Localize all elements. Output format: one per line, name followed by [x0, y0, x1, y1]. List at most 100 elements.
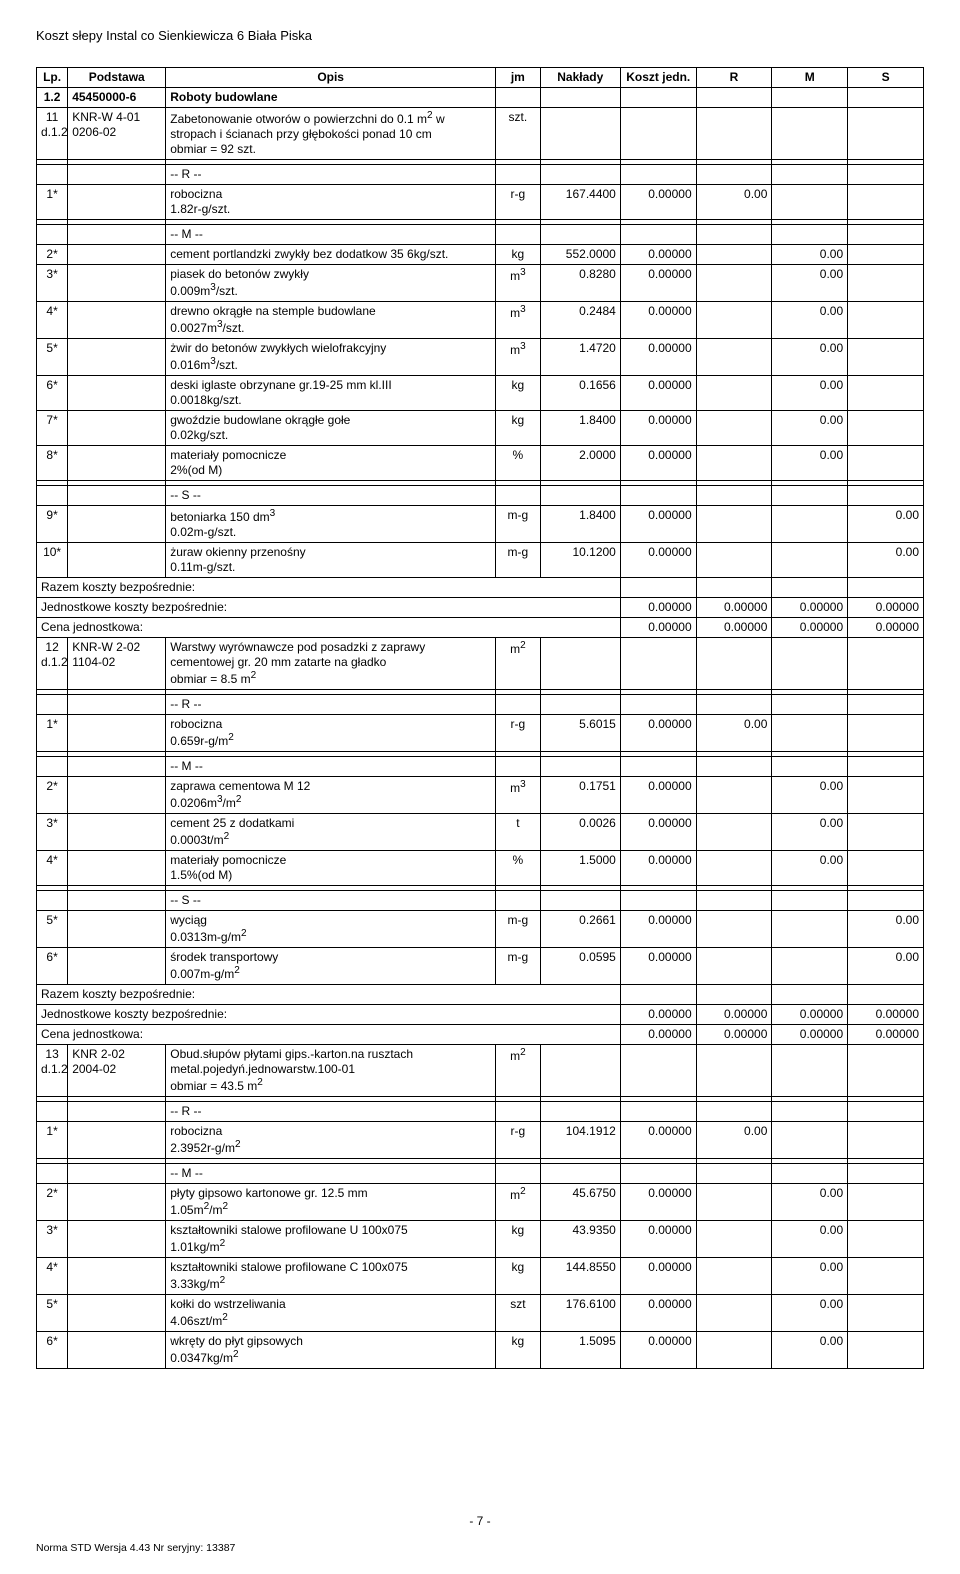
totals-label: Jednostkowe koszty bezpośrednie: — [37, 1005, 621, 1025]
cell: kołki do wstrzeliwania4.06szt/m2 — [166, 1295, 496, 1332]
cell — [696, 911, 772, 948]
cell — [772, 185, 848, 220]
cell — [696, 265, 772, 302]
cell — [848, 715, 924, 752]
cell: m-g — [496, 948, 541, 985]
cell — [68, 695, 166, 715]
cell — [696, 1221, 772, 1258]
cell: 3* — [37, 814, 68, 851]
cell — [848, 265, 924, 302]
col-opis: Opis — [166, 68, 496, 88]
cell — [772, 1045, 848, 1097]
cell: 0.00 — [772, 1184, 848, 1221]
cell — [68, 165, 166, 185]
cell — [37, 757, 68, 777]
table-row: -- M -- — [37, 225, 924, 245]
cell: 0.00000 — [772, 1025, 848, 1045]
cell: 0.0026 — [540, 814, 620, 851]
cell: 0.00000 — [620, 265, 696, 302]
cell: 0.00 — [772, 1258, 848, 1295]
cell — [37, 891, 68, 911]
cell — [772, 891, 848, 911]
cell: 0.00000 — [620, 1332, 696, 1369]
table-row: 1.245450000-6Roboty budowlane — [37, 88, 924, 108]
table-row: 11d.1.2KNR-W 4-010206-02Zabetonowanie ot… — [37, 108, 924, 160]
cell — [540, 757, 620, 777]
cell: 0.1656 — [540, 376, 620, 411]
cell: 6* — [37, 376, 68, 411]
cell: m-g — [496, 911, 541, 948]
cell — [772, 108, 848, 160]
cell: 1.8400 — [540, 506, 620, 543]
cell: -- S -- — [166, 486, 496, 506]
cell: 11d.1.2 — [37, 108, 68, 160]
cell: 0.00 — [772, 1332, 848, 1369]
cell — [37, 225, 68, 245]
cell: Roboty budowlane — [166, 88, 496, 108]
cell — [496, 486, 541, 506]
cell: 0.00 — [772, 302, 848, 339]
cell — [496, 757, 541, 777]
cell: KNR 2-022004-02 — [68, 1045, 166, 1097]
cell — [848, 165, 924, 185]
table-row: 8*materiały pomocnicze2%(od M)%2.00000.0… — [37, 446, 924, 481]
cell: 43.9350 — [540, 1221, 620, 1258]
cell — [68, 1102, 166, 1122]
cell: kształtowniki stalowe profilowane C 100x… — [166, 1258, 496, 1295]
cost-table: Lp. Podstawa Opis jm Nakłady Koszt jedn.… — [36, 67, 924, 1369]
cell: Warstwy wyrównawcze pod posadzki z zapra… — [166, 638, 496, 690]
cell — [848, 1102, 924, 1122]
cell: 167.4400 — [540, 185, 620, 220]
cell — [620, 225, 696, 245]
cell — [696, 1102, 772, 1122]
totals-row: Razem koszty bezpośrednie: — [37, 985, 924, 1005]
cell: 12d.1.2 — [37, 638, 68, 690]
cell — [68, 245, 166, 265]
cell — [68, 185, 166, 220]
cell: 0.00 — [772, 777, 848, 814]
cell — [540, 695, 620, 715]
cell — [68, 1221, 166, 1258]
cell: 0.00000 — [620, 411, 696, 446]
cell: kształtowniki stalowe profilowane U 100x… — [166, 1221, 496, 1258]
cell: 5* — [37, 911, 68, 948]
cell — [620, 1164, 696, 1184]
cell — [68, 265, 166, 302]
table-row: 3* kształtowniki stalowe profilowane U 10… — [37, 1221, 924, 1258]
cell: -- R -- — [166, 165, 496, 185]
cell: 0.00000 — [848, 1005, 924, 1025]
cell — [68, 1332, 166, 1369]
table-row: 4*drewno okrągłe na stemple budowlane0.0… — [37, 302, 924, 339]
cell: t — [496, 814, 541, 851]
cell: 0.00000 — [620, 777, 696, 814]
totals-row: Jednostkowe koszty bezpośrednie:0.000000… — [37, 1005, 924, 1025]
cell: 5* — [37, 339, 68, 376]
cell — [696, 757, 772, 777]
cell — [696, 302, 772, 339]
table-row: 1*robocizna2.3952r-g/m2r-g104.19120.0000… — [37, 1122, 924, 1159]
cell: 8* — [37, 446, 68, 481]
cell: środek transportowy0.007m-g/m2 — [166, 948, 496, 985]
cell: 0.00000 — [848, 1025, 924, 1045]
cell — [772, 88, 848, 108]
cell: gwoździe budowlane okrągłe gołe0.02kg/sz… — [166, 411, 496, 446]
cell — [772, 985, 848, 1005]
cell: m3 — [496, 339, 541, 376]
cell — [68, 851, 166, 886]
cell: 0.00000 — [620, 339, 696, 376]
cell: materiały pomocnicze1.5%(od M) — [166, 851, 496, 886]
cell: 45.6750 — [540, 1184, 620, 1221]
table-row: 1*robocizna0.659r-g/m2r-g5.60150.000000.… — [37, 715, 924, 752]
cell — [848, 339, 924, 376]
cell — [68, 506, 166, 543]
cell: szt — [496, 1295, 541, 1332]
cell: 3* — [37, 1221, 68, 1258]
totals-row: Cena jednostkowa:0.000000.000000.000000.… — [37, 1025, 924, 1045]
cell — [37, 486, 68, 506]
cell — [68, 948, 166, 985]
cell — [696, 376, 772, 411]
cell: 0.00 — [696, 715, 772, 752]
cell — [696, 1295, 772, 1332]
cell — [696, 985, 772, 1005]
cell — [696, 446, 772, 481]
